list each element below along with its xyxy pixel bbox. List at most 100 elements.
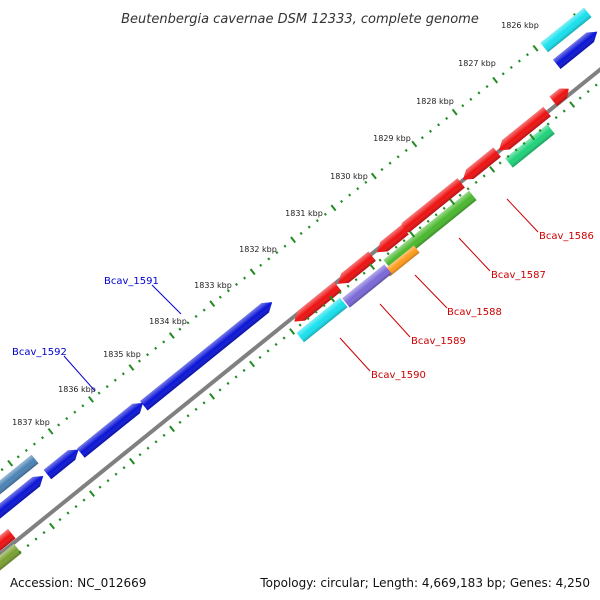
scale-label: 1828 kbp [416,97,454,106]
gene-arrow-fwd-steel[interactable] [0,454,39,498]
gene-label-bcav-1592[interactable]: Bcav_1592 [12,347,67,358]
minor-tick [82,498,86,502]
leader-bcav-1591 [151,284,182,315]
minor-tick [402,239,406,243]
gene-arrow-red-3[interactable] [459,147,501,185]
minor-tick [121,372,125,376]
gene-arrow-olive-shade [0,543,22,573]
minor-tick [404,148,408,152]
minor-tick [178,420,182,424]
gene-arrow-red-5-shade [376,225,409,253]
scale-label: 1837 kbp [12,418,50,427]
scale-label: 1834 kbp [149,317,187,326]
minor-tick [74,505,78,509]
minor-tick [0,468,4,472]
minor-tick [18,550,22,554]
minor-tick [323,212,327,216]
gene-arrow-fwd-steel-shade [0,454,39,498]
leader-bcav-1588 [414,274,448,309]
minor-tick [282,336,286,340]
minor-tick [114,472,118,476]
gene-arrow-red-7[interactable] [290,281,342,327]
minor-tick [186,321,190,325]
forward-strand-genes [0,7,600,525]
gene-arrow-fwd-a[interactable] [43,445,83,480]
gene-arrow-bcav-1592[interactable] [77,398,147,458]
map-title: Beutenbergia cavernae DSM 12333, complet… [121,12,479,27]
gene-arrow-bcav-1586[interactable] [505,124,555,168]
minor-tick [298,323,302,327]
minor-tick [98,485,102,489]
minor-tick [396,155,400,159]
gene-arrow-red-1[interactable] [495,106,551,155]
gene-arrow-red-2[interactable] [549,84,572,106]
minor-tick [418,226,422,230]
major-tick [249,268,256,276]
gene-arrow-olive[interactable] [0,543,22,573]
gene-arrow-bcav-1588[interactable] [384,245,420,277]
gene-arrow-bcav-1590[interactable] [296,297,348,343]
minor-tick [242,368,246,372]
minor-tick [258,355,262,360]
minor-tick [146,353,150,357]
minor-tick [307,225,311,229]
minor-tick [154,346,158,350]
leader-bcav-1590 [339,337,371,372]
gene-arrow-fwd-b[interactable] [0,471,47,525]
minor-tick [509,65,513,69]
minor-tick [338,291,342,295]
gene-label-bcav-1588[interactable]: Bcav_1588 [447,307,502,318]
minor-tick [445,116,449,121]
gene-label-bcav-1591[interactable]: Bcav_1591 [104,276,159,287]
gene-arrow-red-8-shade [0,529,16,551]
leader-bcav-1587 [458,237,491,272]
gene-label-bcav-1587[interactable]: Bcav_1587 [491,270,546,281]
gene-arrow-red-4[interactable] [395,178,465,238]
major-tick [451,108,458,116]
label-leaders [63,198,539,392]
major-tick [49,522,55,530]
minor-tick [442,206,446,210]
minor-tick [469,97,473,101]
minor-tick [522,141,526,146]
accession-text: Accession: NC_012669 [10,576,147,590]
gene-arrow-bcav-1591-shade [140,302,273,411]
gene-label-bcav-1586[interactable]: Bcav_1586 [539,231,594,242]
reverse-strand-genes [0,84,572,573]
major-tick [169,425,176,433]
minor-tick [105,385,109,389]
minor-tick [517,59,521,63]
minor-tick [485,85,489,89]
gene-arrow-fwd-a-shade [43,449,79,480]
gene-arrow-fwd-cyan[interactable] [540,7,592,53]
minor-tick [380,168,384,172]
gene-arrow-fwd-c[interactable] [552,27,600,69]
major-tick [369,263,376,271]
gene-label-bcav-1590[interactable]: Bcav_1590 [371,370,426,381]
major-tick [209,300,216,307]
minor-tick [138,453,142,457]
minor-tick [24,448,28,453]
minor-tick [274,342,278,347]
major-tick [330,204,337,212]
gene-arrow-bcav-1589-shade [342,264,392,308]
gene-arrow-red-8[interactable] [0,529,16,551]
major-tick [411,140,418,148]
minor-tick [356,187,360,191]
major-tick [129,457,136,465]
genome-summary-text: Topology: circular; Length: 4,669,183 bp… [260,576,590,590]
minor-tick [578,96,582,100]
scale-tick-ring-inner [18,83,598,554]
gene-label-bcav-1589[interactable]: Bcav_1589 [411,336,466,347]
minor-tick [538,128,542,133]
major-tick [329,295,336,303]
gene-arrow-bcav-1587[interactable] [383,190,477,270]
gene-arrow-red-6[interactable] [334,251,376,289]
minor-tick [34,537,38,541]
gene-arrow-bcav-1589[interactable] [342,264,392,308]
minor-tick [40,436,45,440]
gene-arrow-bcav-1591[interactable] [140,298,276,411]
minor-tick [58,518,62,522]
gene-arrow-red-5[interactable] [373,225,409,257]
